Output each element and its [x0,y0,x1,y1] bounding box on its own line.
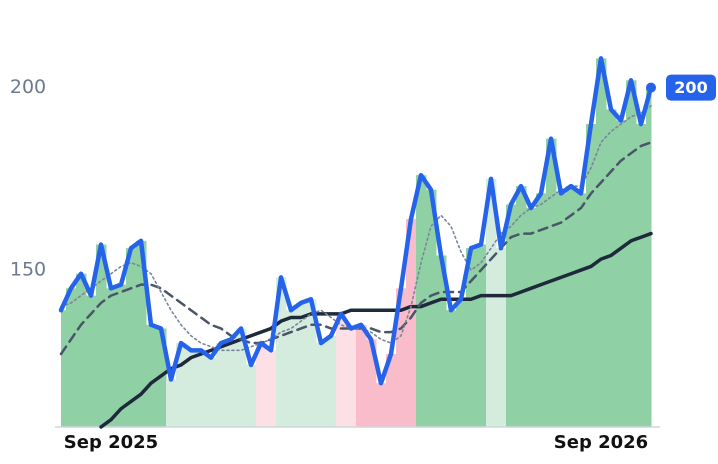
area-bar [356,324,367,427]
area-bar [306,299,317,427]
area-bar [246,364,257,427]
x-tick-label: Sep 2025 [64,432,158,453]
area-bar [596,58,607,428]
area-bar [476,244,487,427]
area-bar [226,339,237,427]
area-bar [126,248,137,427]
last-point [646,82,656,93]
area-bar [576,193,587,427]
area-bar [96,244,107,427]
area-bar [406,218,417,427]
area-bar [286,310,297,427]
x-tick-label: Sep 2026 [554,432,648,453]
area-bar [316,343,327,427]
area-bar [616,120,627,427]
area-bar [606,109,617,427]
area-bar [376,383,387,427]
area-bar [296,302,307,427]
y-tick-label: 150 [10,259,46,281]
area-bar [326,335,337,427]
area-bar [646,87,652,427]
area-bar [526,208,537,427]
area-bar [86,295,97,427]
area-bar [586,124,597,427]
last-value-label: 200 [674,78,707,97]
area-bar [166,379,177,427]
area-bar [106,288,117,427]
area-bar [206,357,217,427]
area-bar [61,310,67,427]
series-line [99,231,653,429]
area-bar [266,350,277,427]
series-line [58,56,654,386]
area-bar [516,186,527,427]
area-bar [196,350,207,427]
area-bar [496,248,507,427]
area-bar [556,193,567,427]
area-bar [386,354,397,427]
area-bar [76,273,87,427]
area-bar [446,310,457,427]
badge [666,74,716,101]
area-bar [546,138,557,427]
area-bar [186,350,197,427]
area-bar [146,324,157,427]
area-bar [276,277,287,427]
area-bar [176,343,187,427]
area-bar [136,240,147,427]
area-bar [626,80,637,428]
area-bar [346,328,357,427]
area-bar [66,288,77,427]
area-bar [336,313,347,427]
area-bar [456,299,467,427]
area-bar [116,284,127,427]
area-bar [216,343,227,427]
area-bar [256,343,267,427]
area-bar [426,189,437,427]
area-bar [566,186,577,427]
area-bar [466,248,477,427]
area-bar [436,255,447,427]
area-bar [636,124,647,427]
area-bar [366,339,377,427]
area-bar [396,288,407,427]
y-tick-label: 200 [10,76,46,98]
area-bar [236,328,247,427]
area-bar [416,175,427,427]
area-bar [536,193,547,427]
area-bar [486,178,497,427]
area-bar [506,204,517,427]
